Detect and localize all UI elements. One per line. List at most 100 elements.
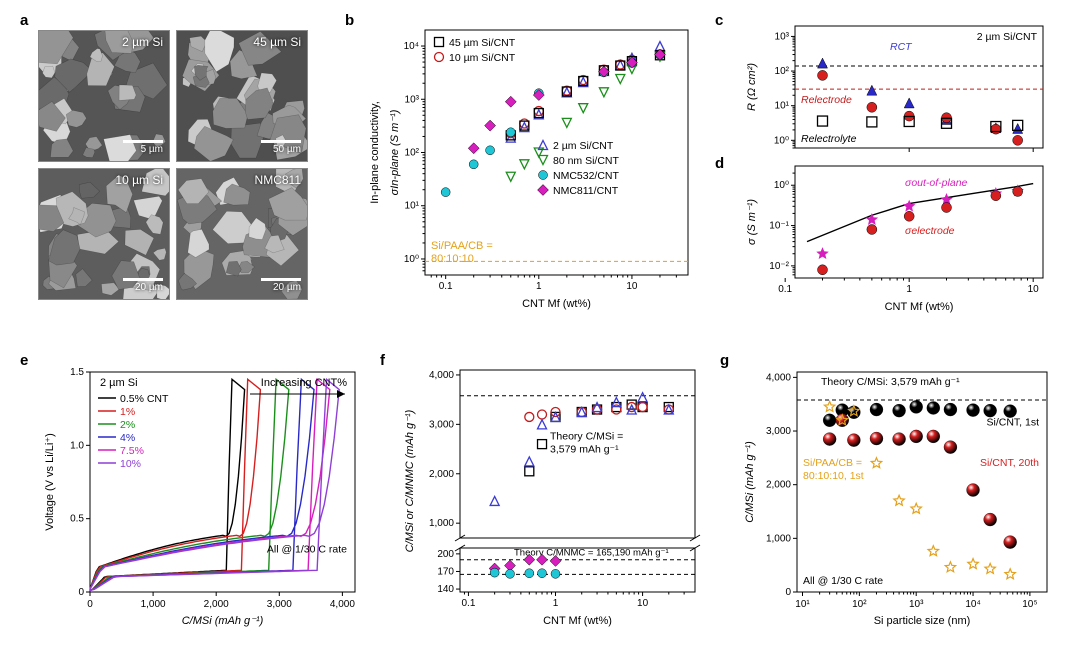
- sem-tile-label: NMC811: [255, 173, 301, 187]
- svg-text:All @ 1/30 C rate: All @ 1/30 C rate: [803, 575, 883, 587]
- svg-text:C/MSi (mAh g⁻¹): C/MSi (mAh g⁻¹): [182, 615, 264, 627]
- svg-text:3,000: 3,000: [766, 426, 791, 437]
- svg-text:4%: 4%: [120, 432, 135, 444]
- sem-tile-label: 45 µm Si: [253, 35, 301, 49]
- svg-text:45 µm Si/CNT: 45 µm Si/CNT: [449, 37, 516, 49]
- panel-label-b: b: [345, 12, 354, 29]
- svg-text:10 µm Si/CNT: 10 µm Si/CNT: [449, 52, 516, 64]
- panel-label-f: f: [380, 352, 385, 369]
- sem-scale-bar: 20 µm: [261, 278, 301, 293]
- svg-text:C/MSi or C/MNMC (mAh g⁻¹): C/MSi or C/MNMC (mAh g⁻¹): [404, 409, 416, 552]
- svg-text:0: 0: [785, 587, 791, 598]
- svg-text:σ (S m⁻¹): σ (S m⁻¹): [746, 199, 758, 245]
- svg-text:Si particle size (nm): Si particle size (nm): [874, 615, 971, 627]
- svg-text:170: 170: [437, 566, 454, 577]
- svg-text:1: 1: [906, 284, 912, 295]
- svg-text:All @ 1/30 C rate: All @ 1/30 C rate: [267, 543, 347, 555]
- svg-text:2 µm Si/CNT: 2 µm Si/CNT: [977, 31, 1038, 43]
- svg-text:10²: 10²: [405, 148, 420, 159]
- sem-scale-bar: 20 µm: [123, 278, 163, 293]
- svg-text:CNT Mf (wt%): CNT Mf (wt%): [522, 298, 591, 310]
- panel-f-capacity-cnt: 0.1 1 10 CNT Mf (wt%) C/MSi or C/MNMC (mAh g…: [395, 360, 705, 630]
- svg-text:Theory C/MSi: 3,579 mAh g⁻¹: Theory C/MSi: 3,579 mAh g⁻¹: [821, 376, 960, 388]
- svg-text:2%: 2%: [120, 419, 135, 431]
- svg-text:0.5: 0.5: [70, 514, 84, 525]
- svg-text:4,000: 4,000: [330, 599, 355, 610]
- svg-text:2 µm Si/CNT: 2 µm Si/CNT: [553, 140, 614, 152]
- svg-text:2,000: 2,000: [766, 480, 791, 491]
- svg-text:10⁰: 10⁰: [774, 135, 789, 146]
- svg-text:σIn-plane (S m⁻¹): σIn-plane (S m⁻¹): [389, 109, 401, 195]
- svg-text:1: 1: [553, 598, 559, 609]
- svg-text:0.5% CNT: 0.5% CNT: [120, 393, 169, 405]
- svg-text:In-plane conductivity,: In-plane conductivity,: [369, 101, 381, 204]
- svg-text:CNT Mf (wt%): CNT Mf (wt%): [885, 301, 954, 313]
- svg-text:Theory C/MNMC = 165,190 mAh g⁻: Theory C/MNMC = 165,190 mAh g⁻¹: [514, 548, 669, 559]
- svg-text:10⁰: 10⁰: [404, 254, 419, 265]
- panel-a-sem-grid: 2 µm Si5 µm45 µm Si50 µm10 µm Si20 µmNMC…: [38, 30, 308, 300]
- svg-text:2 µm Si: 2 µm Si: [100, 377, 138, 389]
- svg-text:10³: 10³: [775, 31, 790, 42]
- svg-text:1.0: 1.0: [70, 440, 84, 451]
- sem-scale-bar: 50 µm: [261, 140, 301, 155]
- svg-text:RCT: RCT: [890, 41, 913, 53]
- svg-text:Voltage (V vs Li/Li⁺): Voltage (V vs Li/Li⁺): [44, 433, 56, 531]
- svg-text:C/MSi (mAh g⁻¹): C/MSi (mAh g⁻¹): [744, 441, 756, 523]
- svg-text:4,000: 4,000: [766, 372, 791, 383]
- sem-scale-bar: 5 µm: [123, 140, 163, 155]
- svg-text:10²: 10²: [852, 599, 867, 610]
- svg-text:10⁰: 10⁰: [774, 180, 789, 191]
- svg-text:Si/CNT, 20th: Si/CNT, 20th: [980, 457, 1039, 469]
- svg-text:0.1: 0.1: [461, 598, 475, 609]
- svg-text:80 nm Si/CNT: 80 nm Si/CNT: [553, 155, 620, 167]
- svg-text:10¹: 10¹: [405, 201, 420, 212]
- svg-text:1%: 1%: [120, 406, 135, 418]
- svg-text:1.5: 1.5: [70, 367, 84, 378]
- svg-text:3,000: 3,000: [429, 419, 454, 430]
- svg-text:2,000: 2,000: [204, 599, 229, 610]
- svg-text:10: 10: [637, 598, 649, 609]
- svg-text:0: 0: [87, 599, 93, 610]
- svg-text:10⁴: 10⁴: [965, 599, 980, 610]
- svg-text:80:10:10: 80:10:10: [431, 253, 474, 265]
- svg-text:10⁻²: 10⁻²: [769, 261, 789, 272]
- svg-text:10⁵: 10⁵: [1022, 599, 1037, 610]
- svg-text:CNT Mf (wt%): CNT Mf (wt%): [543, 615, 612, 627]
- svg-text:2,000: 2,000: [429, 469, 454, 480]
- svg-text:200: 200: [437, 549, 454, 560]
- panel-label-a: a: [20, 12, 28, 29]
- svg-text:3,579 mAh g⁻¹: 3,579 mAh g⁻¹: [550, 444, 619, 456]
- panel-label-d: d: [715, 155, 724, 172]
- panel-c-resistance: 10⁰10¹10²10³R (Ω cm²)2 µm Si/CNTRCTRelec…: [735, 20, 1050, 160]
- svg-text:0.1: 0.1: [439, 281, 453, 292]
- svg-text:1,000: 1,000: [141, 599, 166, 610]
- sem-tile: 10 µm Si 20 µm: [38, 168, 170, 300]
- panel-g-capacity-size: 10¹10²10³10⁴10⁵01,0002,0003,0004,000Si p…: [735, 360, 1055, 630]
- svg-text:Theory C/MSi =: Theory C/MSi =: [550, 431, 623, 443]
- panel-e-voltage-curves: 01,0002,0003,0004,00000.51.01.5C/MSi (mA…: [35, 360, 365, 630]
- svg-text:7.5%: 7.5%: [120, 445, 144, 457]
- sem-tile-label: 10 µm Si: [115, 173, 163, 187]
- sem-tile-label: 2 µm Si: [122, 35, 163, 49]
- svg-text:10²: 10²: [775, 66, 790, 77]
- svg-text:10¹: 10¹: [795, 599, 810, 610]
- svg-text:0: 0: [78, 587, 84, 598]
- panel-d-sigma: 0.111010⁻²10⁻¹10⁰CNT Mf (wt%)σ (S m⁻¹)σo…: [735, 160, 1050, 320]
- sem-tile: 2 µm Si 5 µm: [38, 30, 170, 162]
- svg-text:σelectrode: σelectrode: [905, 225, 955, 237]
- svg-text:4,000: 4,000: [429, 370, 454, 381]
- svg-text:1: 1: [536, 281, 542, 292]
- panel-b-conductivity: 0.111010⁰10¹10²10³10⁴CNT Mf (wt%)In-plan…: [360, 20, 700, 320]
- svg-text:10: 10: [1028, 284, 1040, 295]
- svg-text:Si/CNT, 1st: Si/CNT, 1st: [986, 417, 1039, 429]
- svg-text:10³: 10³: [405, 94, 420, 105]
- svg-text:0.1: 0.1: [778, 284, 792, 295]
- svg-text:1,000: 1,000: [429, 518, 454, 529]
- svg-text:NMC532/CNT: NMC532/CNT: [553, 170, 620, 182]
- sem-tile: NMC811 20 µm: [176, 168, 308, 300]
- panel-label-e: e: [20, 352, 28, 369]
- svg-text:σout-of-plane: σout-of-plane: [905, 177, 968, 189]
- svg-text:Relectrolyte: Relectrolyte: [801, 133, 857, 145]
- svg-text:Si/PAA/CB =: Si/PAA/CB =: [803, 457, 862, 469]
- svg-text:80:10:10, 1st: 80:10:10, 1st: [803, 470, 864, 482]
